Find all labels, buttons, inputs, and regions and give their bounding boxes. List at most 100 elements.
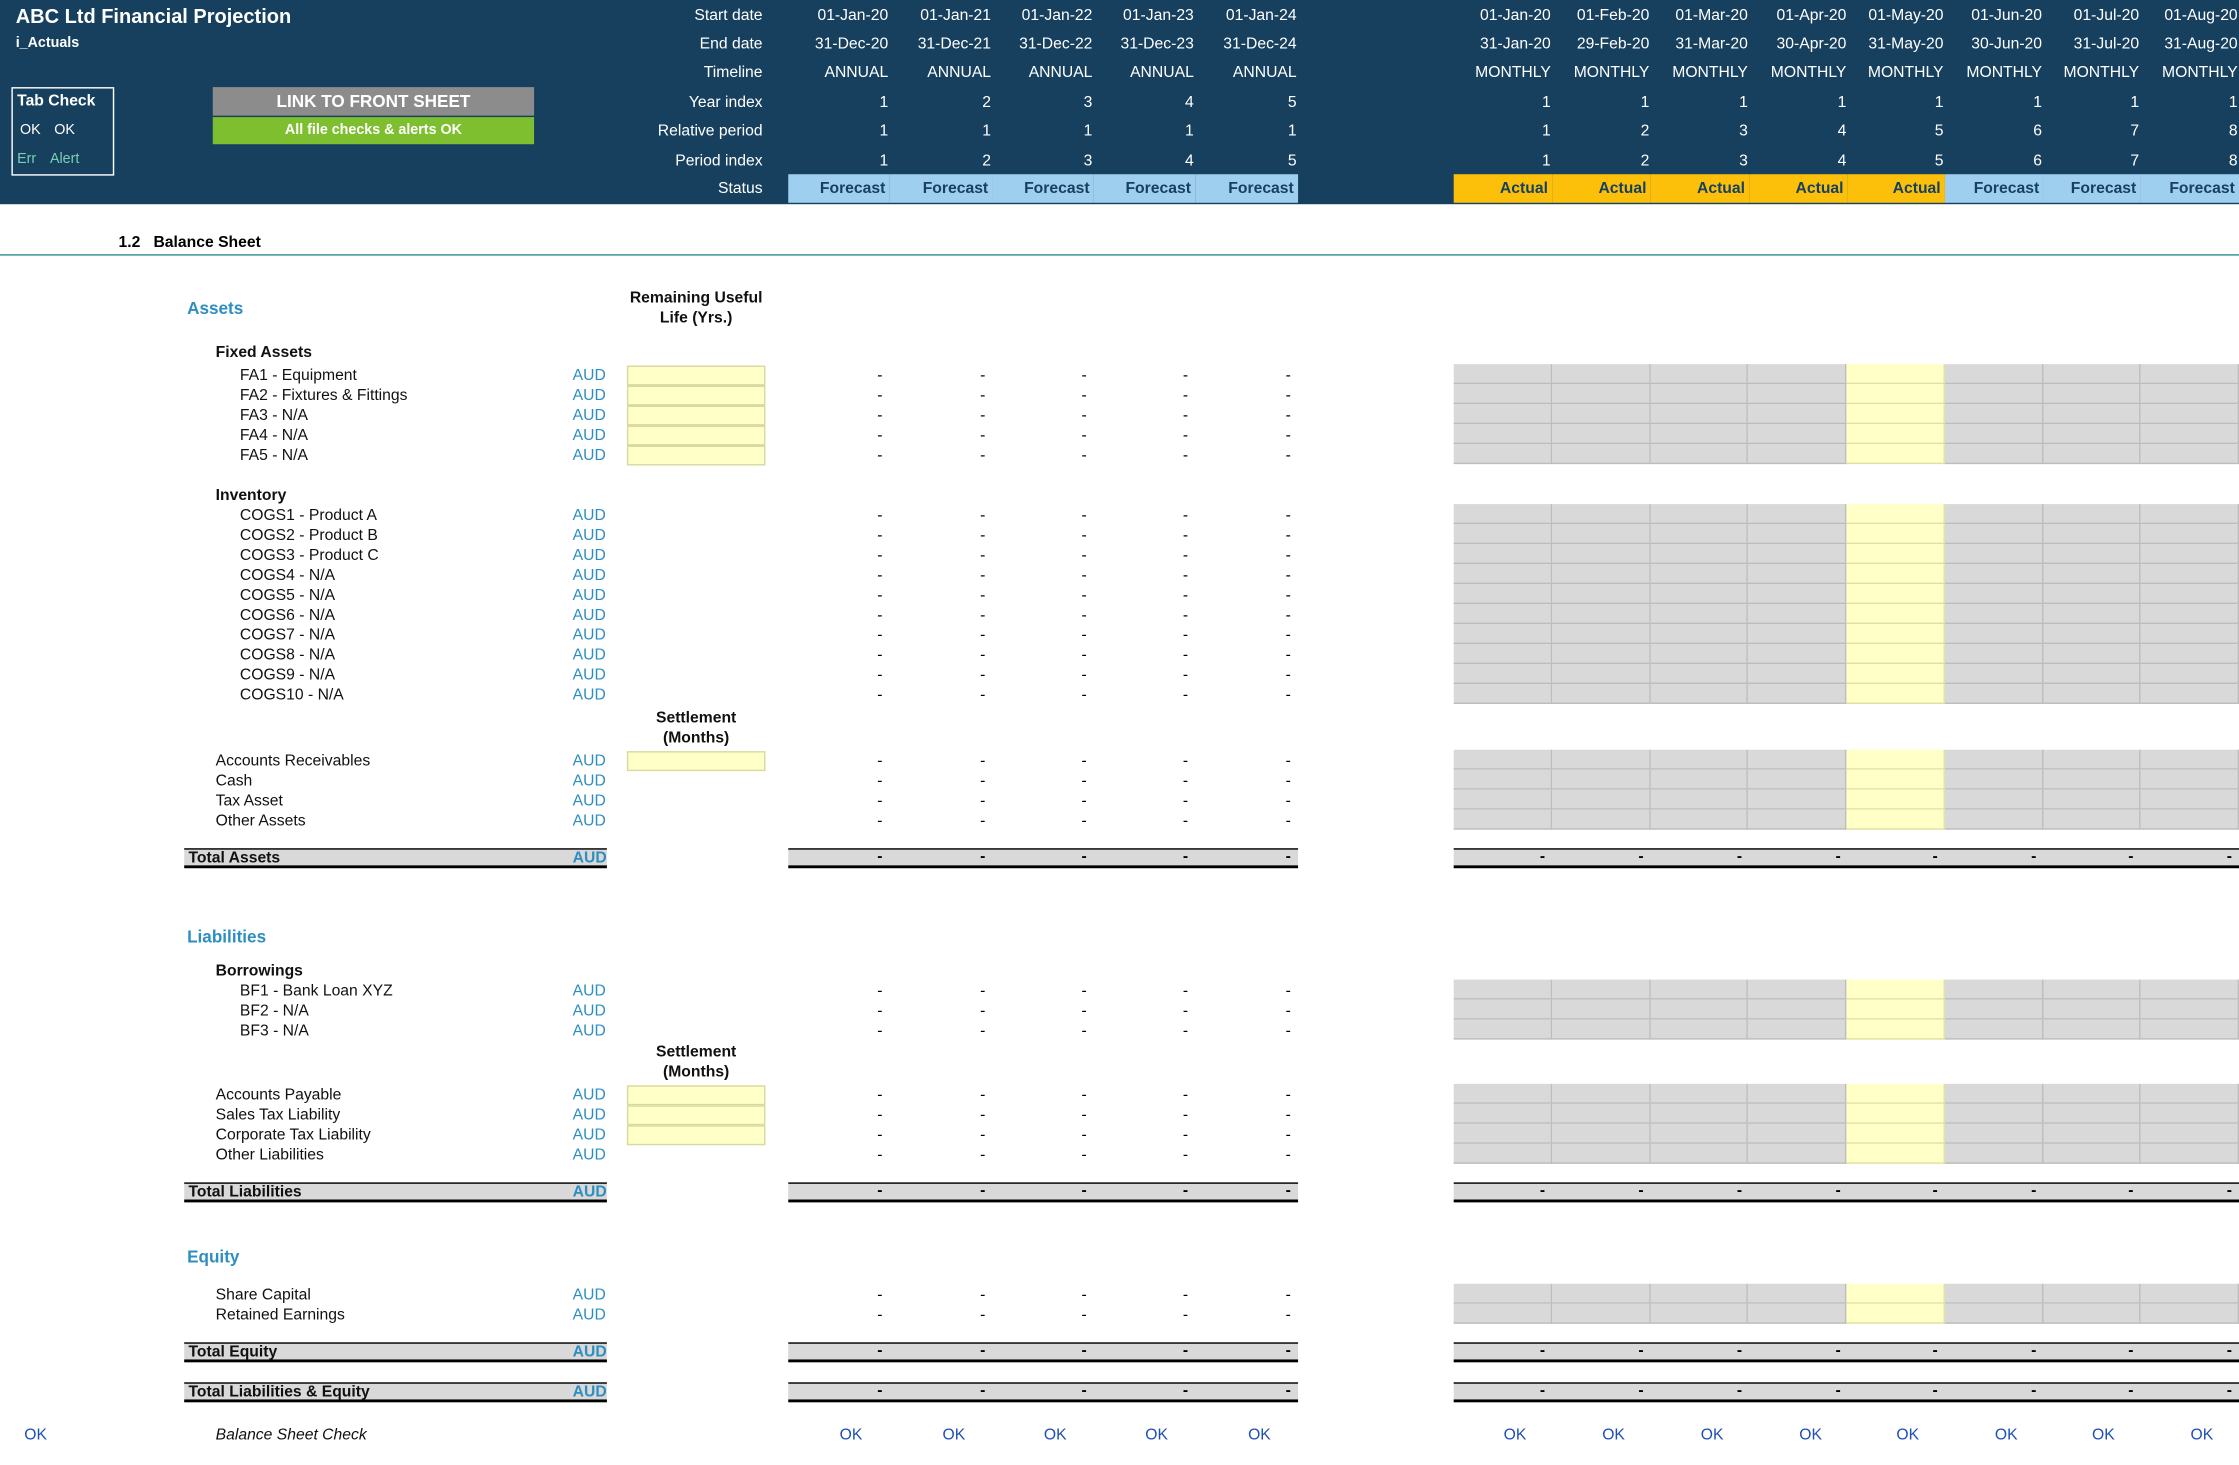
monthly-input-cell[interactable] (1846, 789, 1945, 810)
monthly-input-cell[interactable] (1748, 1103, 1847, 1124)
monthly-input-cell[interactable] (1453, 444, 1552, 465)
monthly-input-cell[interactable] (2140, 604, 2239, 625)
monthly-input-cell[interactable] (1453, 664, 1552, 685)
monthly-input-cell[interactable] (2140, 644, 2239, 665)
monthly-input-cell[interactable] (1650, 544, 1749, 565)
monthly-input-cell[interactable] (1748, 604, 1847, 625)
monthly-input-cell[interactable] (1551, 1143, 1651, 1164)
monthly-input-cell[interactable] (2042, 769, 2141, 790)
monthly-input-cell[interactable] (1453, 404, 1552, 425)
monthly-input-cell[interactable] (1748, 1143, 1847, 1164)
monthly-input-cell[interactable] (1650, 604, 1749, 625)
monthly-input-cell[interactable] (1944, 979, 2043, 1000)
monthly-input-cell[interactable] (2140, 364, 2239, 385)
input-cell-fixed-asset-1[interactable] (626, 365, 766, 386)
monthly-input-cell[interactable] (2042, 684, 2141, 705)
monthly-input-cell[interactable] (1551, 809, 1651, 830)
monthly-input-cell[interactable] (1846, 624, 1945, 645)
monthly-input-cell[interactable] (1944, 364, 2043, 385)
monthly-input-cell[interactable] (1551, 424, 1651, 445)
monthly-input-cell[interactable] (1846, 749, 1945, 770)
monthly-input-cell[interactable] (1846, 979, 1945, 1000)
input-cell-asset-other-1[interactable] (626, 751, 766, 772)
monthly-input-cell[interactable] (2042, 524, 2141, 545)
monthly-input-cell[interactable] (1748, 424, 1847, 445)
monthly-input-cell[interactable] (2140, 544, 2239, 565)
monthly-input-cell[interactable] (1748, 999, 1847, 1020)
monthly-input-cell[interactable] (1551, 584, 1651, 605)
monthly-input-cell[interactable] (1650, 789, 1749, 810)
monthly-input-cell[interactable] (1748, 364, 1847, 385)
monthly-input-cell[interactable] (1650, 384, 1749, 405)
monthly-input-cell[interactable] (2042, 584, 2141, 605)
monthly-input-cell[interactable] (1846, 544, 1945, 565)
monthly-input-cell[interactable] (1551, 1083, 1651, 1104)
monthly-input-cell[interactable] (2042, 644, 2141, 665)
monthly-input-cell[interactable] (1748, 1083, 1847, 1104)
monthly-input-cell[interactable] (1551, 769, 1651, 790)
monthly-input-cell[interactable] (2042, 504, 2141, 525)
monthly-input-cell[interactable] (1944, 1303, 2043, 1324)
monthly-input-cell[interactable] (1650, 504, 1749, 525)
monthly-input-cell[interactable] (1453, 809, 1552, 830)
monthly-input-cell[interactable] (1551, 624, 1651, 645)
monthly-input-cell[interactable] (1748, 1019, 1847, 1040)
monthly-input-cell[interactable] (1650, 684, 1749, 705)
monthly-input-cell[interactable] (1748, 1123, 1847, 1144)
monthly-input-cell[interactable] (1650, 444, 1749, 465)
monthly-input-cell[interactable] (1551, 999, 1651, 1020)
monthly-input-cell[interactable] (1650, 644, 1749, 665)
monthly-input-cell[interactable] (1944, 684, 2043, 705)
monthly-input-cell[interactable] (2140, 444, 2239, 465)
monthly-input-cell[interactable] (1846, 444, 1945, 465)
input-cell-fixed-asset-2[interactable] (626, 385, 766, 406)
monthly-input-cell[interactable] (2042, 749, 2141, 770)
monthly-input-cell[interactable] (2042, 384, 2141, 405)
monthly-input-cell[interactable] (1748, 624, 1847, 645)
monthly-input-cell[interactable] (1944, 1019, 2043, 1040)
monthly-input-cell[interactable] (1650, 584, 1749, 605)
monthly-input-cell[interactable] (1453, 544, 1552, 565)
monthly-input-cell[interactable] (1944, 544, 2043, 565)
monthly-input-cell[interactable] (2042, 1019, 2141, 1040)
monthly-input-cell[interactable] (1453, 789, 1552, 810)
monthly-input-cell[interactable] (1944, 664, 2043, 685)
monthly-input-cell[interactable] (2042, 1303, 2141, 1324)
monthly-input-cell[interactable] (1944, 424, 2043, 445)
monthly-input-cell[interactable] (2140, 769, 2239, 790)
monthly-input-cell[interactable] (2042, 979, 2141, 1000)
monthly-input-cell[interactable] (1846, 684, 1945, 705)
monthly-input-cell[interactable] (1453, 684, 1552, 705)
monthly-input-cell[interactable] (1846, 809, 1945, 830)
monthly-input-cell[interactable] (1846, 424, 1945, 445)
monthly-input-cell[interactable] (1944, 624, 2043, 645)
monthly-input-cell[interactable] (1846, 769, 1945, 790)
monthly-input-cell[interactable] (1453, 1019, 1552, 1040)
monthly-input-cell[interactable] (1748, 789, 1847, 810)
monthly-input-cell[interactable] (1453, 999, 1552, 1020)
monthly-input-cell[interactable] (2042, 624, 2141, 645)
monthly-input-cell[interactable] (1748, 524, 1847, 545)
monthly-input-cell[interactable] (1650, 404, 1749, 425)
monthly-input-cell[interactable] (1944, 444, 2043, 465)
input-cell-liability-other-2[interactable] (626, 1105, 766, 1126)
monthly-input-cell[interactable] (1551, 564, 1651, 585)
monthly-input-cell[interactable] (2042, 664, 2141, 685)
monthly-input-cell[interactable] (1748, 504, 1847, 525)
monthly-input-cell[interactable] (1748, 664, 1847, 685)
monthly-input-cell[interactable] (1453, 564, 1552, 585)
monthly-input-cell[interactable] (2140, 404, 2239, 425)
monthly-input-cell[interactable] (1944, 809, 2043, 830)
monthly-input-cell[interactable] (1453, 384, 1552, 405)
monthly-input-cell[interactable] (1453, 1123, 1552, 1144)
monthly-input-cell[interactable] (1846, 524, 1945, 545)
monthly-input-cell[interactable] (1846, 504, 1945, 525)
monthly-input-cell[interactable] (1453, 364, 1552, 385)
monthly-input-cell[interactable] (1944, 1083, 2043, 1104)
monthly-input-cell[interactable] (1846, 1083, 1945, 1104)
monthly-input-cell[interactable] (1846, 1303, 1945, 1324)
monthly-input-cell[interactable] (1650, 749, 1749, 770)
monthly-input-cell[interactable] (1846, 1143, 1945, 1164)
monthly-input-cell[interactable] (2140, 1143, 2239, 1164)
monthly-input-cell[interactable] (2042, 1103, 2141, 1124)
